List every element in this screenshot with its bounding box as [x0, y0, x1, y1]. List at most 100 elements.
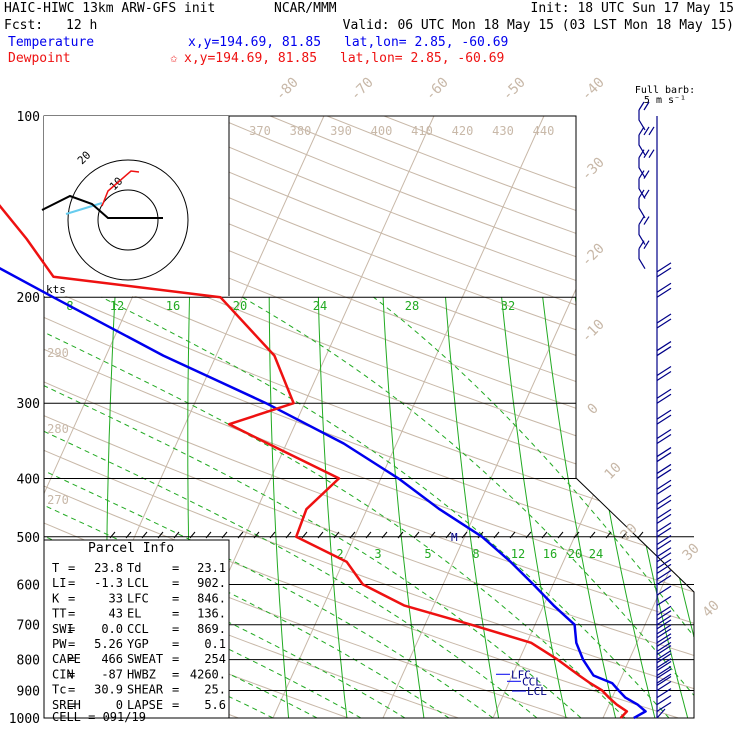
parcel-row-key2: LFC: [127, 591, 149, 605]
parcel-info-title: Parcel Info: [88, 541, 174, 556]
pressure-tick-label: 600: [17, 578, 40, 593]
hatch-mark: [285, 531, 292, 539]
wind-barb-flag: [656, 282, 672, 293]
wind-barb-flag: [656, 452, 672, 463]
theta-label: 440: [533, 124, 555, 138]
hatch-mark: [189, 531, 196, 539]
wind-barb: [638, 197, 646, 219]
moist-adiabat-line: [101, 296, 670, 718]
mixing-ratio-label: 12: [511, 547, 525, 561]
wind-barb-flag: [656, 527, 672, 538]
dry-adiabat-line: [44, 116, 694, 718]
hatch-mark: [109, 531, 116, 539]
moist-adiabat-line: [373, 296, 694, 718]
wind-barb-flag: [656, 661, 672, 672]
wind-barb-flag: [656, 388, 672, 399]
wind-barb-flag: [643, 189, 650, 199]
parcel-row-eq: =: [68, 561, 75, 575]
mixing-ratio-label: 5: [424, 547, 431, 561]
hatch-mark: [605, 531, 612, 539]
wind-barb: [638, 110, 646, 131]
header-model: HAIC-HIWC 13km ARW-GFS init: [4, 1, 215, 16]
wind-barb-flag: [656, 540, 672, 551]
wind-barb-flag: [656, 645, 672, 656]
parcel-row-eq: =: [68, 683, 75, 697]
wind-barb-flag: [656, 513, 672, 524]
parcel-row-value: -87: [101, 667, 123, 681]
parcel-row-key: CIN: [52, 667, 74, 681]
wind-barb-flag: [656, 701, 672, 712]
pressure-tick-label: 500: [17, 531, 40, 546]
wind-barb-flag: [656, 370, 672, 381]
mixing-ratio-label: 28: [405, 299, 419, 313]
parcel-row-key2: LCL: [127, 576, 149, 590]
parcel-row-value: 43: [109, 607, 123, 621]
wind-barb-flag: [656, 666, 672, 677]
hatch-mark: [237, 531, 244, 539]
pressure-tick-label: 100: [17, 110, 40, 125]
parcel-row-key: CAPE: [52, 652, 81, 666]
parcel-row-eq2: =: [172, 561, 179, 575]
hatch-mark: [557, 531, 564, 539]
hatch-mark: [365, 531, 372, 539]
wind-barb-flag: [656, 624, 672, 635]
wind-barb: [638, 224, 646, 245]
wind-barb-flag: [656, 499, 672, 510]
hatch-mark: [141, 531, 148, 539]
wind-barb-flag: [656, 463, 672, 474]
barb-key-line2: 5 m s⁻¹: [644, 95, 686, 106]
header-fcst-value: 12 h: [66, 18, 97, 33]
hodograph-units: kts: [46, 283, 66, 296]
wind-barb: [638, 134, 646, 156]
theta-label: 430: [492, 124, 514, 138]
hatch-mark: [269, 531, 276, 539]
parcel-row-value2: 25.: [204, 683, 226, 697]
moist-adiabat-line: [44, 296, 318, 718]
hatch-mark: [509, 531, 516, 539]
parcel-row-value: 33: [109, 591, 123, 605]
wind-barb-flag: [656, 641, 672, 652]
wind-barb-flag: [656, 494, 672, 505]
parcel-row-eq2: =: [172, 637, 179, 651]
parcel-row-eq2: =: [172, 591, 179, 605]
parcel-row-eq2: =: [172, 698, 179, 712]
wind-barb-flag: [656, 633, 672, 644]
hatch-mark: [589, 531, 596, 539]
wind-barb-flag: [656, 535, 672, 546]
dry-adiabat-line: [44, 116, 694, 718]
hodograph-upper-trace: [101, 170, 140, 207]
hatch-mark: [413, 531, 420, 539]
wind-barb-flag: [656, 409, 672, 420]
hatch-mark: [173, 531, 180, 539]
mixing-ratio-label: 20: [568, 547, 582, 561]
wind-barb-flag: [638, 216, 645, 225]
hatch-mark: [221, 531, 228, 539]
parcel-row-key2: YGP: [127, 637, 149, 651]
hodograph-trace: [41, 194, 163, 219]
theta-label: 390: [330, 124, 352, 138]
wind-barb-flag: [643, 126, 650, 136]
m-label: M: [451, 531, 458, 544]
wind-barb-flag: [656, 668, 672, 679]
parcel-row-key2: HWBZ: [127, 667, 156, 681]
parcel-row-key2: CCL: [127, 622, 149, 636]
wind-barb-flag: [656, 650, 672, 661]
wind-barb-flag: [656, 558, 672, 569]
wind-barb-flag: [656, 522, 672, 533]
wind-barb: [638, 248, 646, 270]
pressure-tick-label: 200: [17, 291, 40, 306]
pressure-tick-label: 1000: [9, 712, 40, 727]
parcel-row-eq2: =: [172, 622, 179, 636]
wind-barb-flag: [656, 688, 672, 699]
parcel-row-value2: 254: [204, 652, 226, 666]
hatch-mark: [573, 531, 580, 539]
hatch-mark: [125, 531, 132, 539]
wind-barb-flag: [656, 479, 672, 490]
wind-barb-flag: [656, 619, 672, 630]
theta-label: 270: [47, 493, 69, 507]
wind-barb-flag: [656, 393, 672, 404]
wind-barb-flag: [656, 262, 672, 273]
parcel-row-value: 466: [101, 652, 123, 666]
wind-barb-flag: [656, 610, 672, 621]
